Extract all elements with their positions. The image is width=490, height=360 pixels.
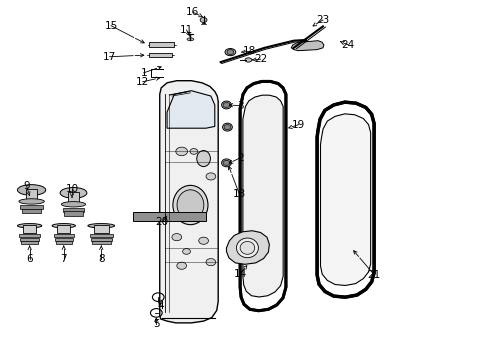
Bar bbox=[54, 234, 74, 237]
Polygon shape bbox=[291, 41, 324, 51]
Circle shape bbox=[172, 234, 182, 241]
Ellipse shape bbox=[61, 202, 86, 207]
Text: 23: 23 bbox=[317, 15, 330, 25]
Ellipse shape bbox=[240, 242, 255, 254]
Ellipse shape bbox=[237, 238, 258, 258]
Bar bbox=[56, 241, 72, 244]
Bar bbox=[91, 238, 112, 241]
Text: 3: 3 bbox=[237, 101, 244, 111]
Text: 15: 15 bbox=[104, 21, 118, 31]
Bar bbox=[20, 205, 43, 209]
Text: 21: 21 bbox=[368, 270, 381, 280]
Circle shape bbox=[176, 147, 188, 156]
Text: 13: 13 bbox=[233, 189, 246, 199]
Text: 24: 24 bbox=[342, 40, 355, 50]
Bar bbox=[63, 208, 84, 212]
Text: 2: 2 bbox=[237, 153, 244, 163]
Bar bbox=[148, 42, 174, 47]
Bar bbox=[23, 225, 36, 233]
Text: 1: 1 bbox=[140, 68, 147, 78]
Text: 10: 10 bbox=[66, 184, 78, 194]
Circle shape bbox=[183, 249, 191, 254]
Circle shape bbox=[200, 18, 207, 22]
Ellipse shape bbox=[197, 150, 210, 167]
Text: 11: 11 bbox=[180, 25, 193, 35]
Bar bbox=[55, 238, 73, 241]
Text: 7: 7 bbox=[60, 254, 67, 264]
Circle shape bbox=[190, 149, 198, 154]
Ellipse shape bbox=[18, 224, 42, 228]
Bar bbox=[64, 211, 83, 216]
Text: 18: 18 bbox=[243, 46, 256, 57]
Text: 19: 19 bbox=[292, 120, 305, 130]
Ellipse shape bbox=[19, 199, 44, 204]
Circle shape bbox=[223, 160, 230, 165]
Polygon shape bbox=[160, 81, 218, 323]
Ellipse shape bbox=[245, 58, 252, 62]
Text: 8: 8 bbox=[98, 254, 104, 264]
Ellipse shape bbox=[88, 224, 115, 228]
Bar bbox=[21, 241, 38, 244]
Bar bbox=[133, 212, 206, 221]
Bar bbox=[90, 234, 113, 237]
Ellipse shape bbox=[222, 123, 232, 131]
Ellipse shape bbox=[221, 101, 231, 109]
Ellipse shape bbox=[187, 38, 194, 41]
Polygon shape bbox=[226, 231, 270, 264]
Text: 4: 4 bbox=[158, 301, 165, 311]
Bar bbox=[94, 225, 109, 233]
Ellipse shape bbox=[173, 185, 208, 225]
Circle shape bbox=[206, 258, 216, 266]
Circle shape bbox=[227, 50, 234, 55]
Text: 6: 6 bbox=[26, 254, 33, 264]
Ellipse shape bbox=[18, 185, 46, 195]
Ellipse shape bbox=[60, 188, 87, 198]
Text: 12: 12 bbox=[136, 77, 149, 87]
Polygon shape bbox=[167, 91, 215, 128]
Text: 17: 17 bbox=[103, 52, 116, 62]
Ellipse shape bbox=[177, 190, 204, 220]
Circle shape bbox=[224, 125, 231, 130]
Ellipse shape bbox=[225, 49, 236, 56]
Text: 5: 5 bbox=[153, 319, 160, 329]
Circle shape bbox=[223, 103, 230, 108]
Ellipse shape bbox=[52, 224, 75, 228]
Bar bbox=[19, 234, 40, 237]
Polygon shape bbox=[320, 114, 370, 285]
Text: 14: 14 bbox=[234, 269, 247, 279]
Bar bbox=[20, 238, 39, 241]
Bar bbox=[68, 192, 79, 203]
Circle shape bbox=[177, 262, 187, 269]
Text: 22: 22 bbox=[254, 54, 267, 64]
Text: 16: 16 bbox=[186, 7, 199, 17]
Circle shape bbox=[199, 237, 208, 244]
Bar bbox=[22, 208, 42, 213]
Bar bbox=[92, 241, 111, 244]
Text: 9: 9 bbox=[24, 181, 30, 192]
Bar bbox=[148, 53, 172, 58]
Circle shape bbox=[206, 173, 216, 180]
Polygon shape bbox=[243, 95, 283, 297]
Bar bbox=[26, 189, 37, 201]
Bar bbox=[57, 225, 70, 233]
Text: 20: 20 bbox=[156, 217, 169, 227]
Ellipse shape bbox=[221, 159, 231, 167]
